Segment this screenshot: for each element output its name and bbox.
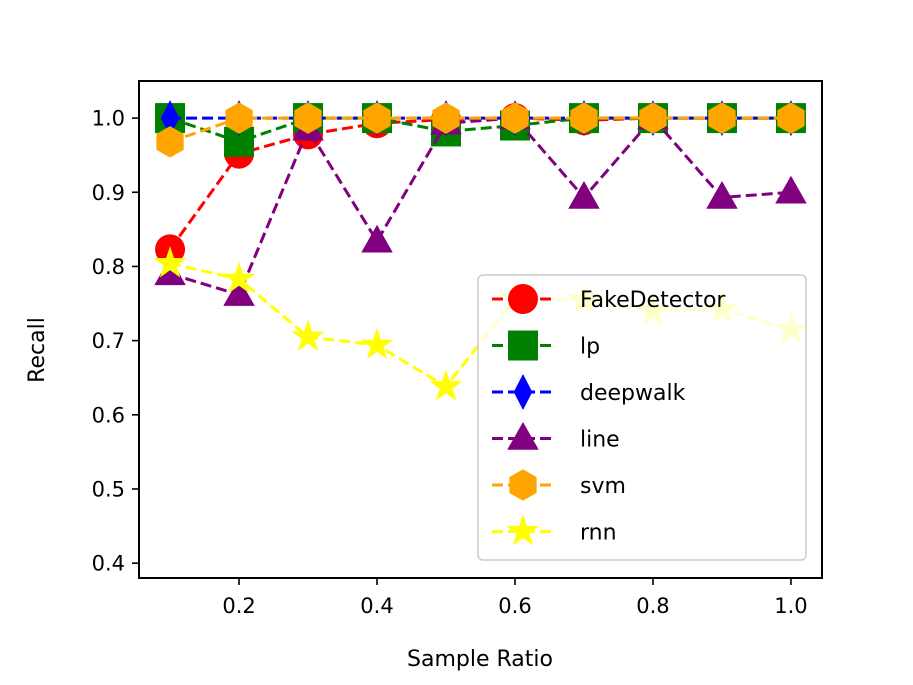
y-axis-label: Recall xyxy=(25,317,50,383)
y-tick-label: 0.9 xyxy=(92,181,125,205)
x-tick-label: 1.0 xyxy=(774,594,807,618)
legend-marker-deepwalk xyxy=(513,374,533,410)
series-line-line xyxy=(169,115,792,297)
data-point-line-9 xyxy=(706,180,738,209)
x-tick-label: 0.4 xyxy=(360,594,393,618)
data-point-rnn-2 xyxy=(222,261,256,294)
data-point-svm-8 xyxy=(639,102,667,134)
legend-label-lp: lp xyxy=(580,335,600,360)
data-point-line-4 xyxy=(361,224,393,253)
legend-label-fakedetector: FakeDetector xyxy=(580,288,726,313)
legend-marker-lp xyxy=(508,330,538,361)
legend-label-line: line xyxy=(580,428,620,453)
data-point-deepwalk-1 xyxy=(160,100,180,137)
x-tick-label: 0.8 xyxy=(636,594,669,618)
y-tick-label: 0.4 xyxy=(92,552,125,576)
y-tick-label: 1.0 xyxy=(92,107,125,131)
legend-label-svm: svm xyxy=(580,474,626,499)
legend-label-deepwalk: deepwalk xyxy=(580,381,686,406)
legend-label-rnn: rnn xyxy=(580,521,617,546)
data-point-line-1 xyxy=(154,257,186,286)
data-point-svm-9 xyxy=(708,102,736,134)
data-point-svm-3 xyxy=(294,102,322,134)
legend-box xyxy=(477,274,807,561)
data-point-rnn-4 xyxy=(360,327,394,360)
data-point-svm-1 xyxy=(156,126,184,158)
y-tick-label: 0.5 xyxy=(92,477,125,501)
x-tick-label: 0.6 xyxy=(498,594,531,618)
legend-marker-svm xyxy=(509,469,537,501)
legend: FakeDetector lp deepwalk line svm rnn xyxy=(477,274,807,561)
data-point-svm-5 xyxy=(432,102,460,134)
data-point-svm-7 xyxy=(570,102,598,134)
data-point-line-2 xyxy=(223,278,255,306)
data-point-svm-10 xyxy=(777,102,805,134)
data-point-rnn-5 xyxy=(429,369,463,401)
x-axis-label: Sample Ratio xyxy=(407,647,553,672)
legend-marker-rnn xyxy=(506,514,540,546)
legend-marker-fakedetector xyxy=(508,284,538,314)
data-point-svm-2 xyxy=(225,102,253,134)
data-point-svm-6 xyxy=(501,102,529,134)
legend-marker-line xyxy=(507,422,539,450)
x-tick-label: 0.2 xyxy=(222,594,255,618)
data-point-line-7 xyxy=(568,180,600,209)
data-point-rnn-3 xyxy=(291,319,325,351)
data-point-rnn-1 xyxy=(153,246,187,278)
series-line-svm xyxy=(169,116,791,144)
data-point-line-10 xyxy=(775,175,807,204)
data-point-svm-4 xyxy=(363,102,391,134)
axes: 0.2 0.4 0.6 0.8 1.0 0.4 0.5 0.6 0.7 0.8 0.9 1.0 xyxy=(92,80,823,618)
y-tick-label: 0.6 xyxy=(92,403,125,427)
axes-frame xyxy=(138,80,823,579)
y-tick-label: 0.8 xyxy=(92,255,125,279)
y-tick-label: 0.7 xyxy=(92,329,125,353)
